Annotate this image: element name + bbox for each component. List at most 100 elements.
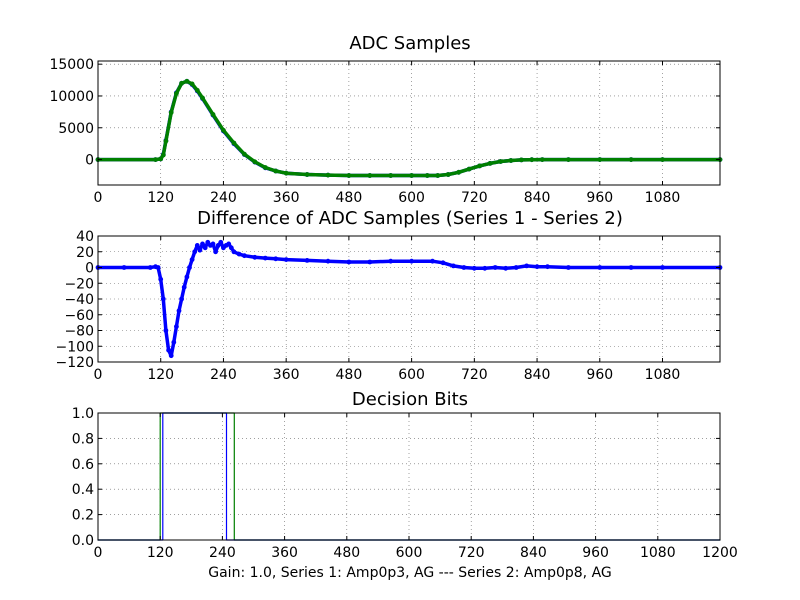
difference-ytick-label: −60 [64,308,94,324]
difference-ticks: 0 120 240 360 480 600 720 840 960 108040200−20−40… [56,229,720,383]
difference-series-1-point [242,253,247,259]
adc-samples-grid [97,61,720,185]
difference-series-1-point [176,308,182,314]
adc-samples-series-2-point [508,158,514,163]
adc-samples-xtick-label: 1080 [645,190,681,206]
difference-ytick-label: −120 [56,355,94,371]
adc-samples-series-2-point [660,157,665,163]
adc-samples-series-group [95,78,723,178]
difference-xtick-label: 1080 [645,367,681,383]
decision-bits-series-2-line [97,412,721,541]
difference-series-1-point [197,247,203,253]
difference-series-1-point [346,259,352,265]
adc-samples-series-2-point [184,78,190,84]
difference-series-1-point [231,249,237,255]
difference-series-1-point [228,245,234,251]
difference-series-1-point [660,265,665,270]
difference-series-1-point [461,265,467,270]
adc-samples-series-2-point [325,172,331,178]
difference-series-1-point [388,258,394,264]
adc-samples-series-2-point [163,138,169,144]
difference-series-1-point [545,264,550,270]
adc-samples-series-2-point [168,110,174,115]
adc-samples-series-2-point [529,157,535,163]
difference-xtick-label: 120 [147,367,174,383]
decision-bits-series-group [97,412,721,541]
adc-samples-series-2-point [498,159,503,164]
difference-series-1-point [202,245,208,251]
difference-series-1-point [181,284,187,290]
adc-samples-series-2-point [304,172,310,177]
adc-samples-series-2-point [210,112,216,117]
difference-xtick-label: 840 [524,367,551,383]
adc-samples-xtick-label: 840 [524,190,551,206]
difference-series-1-point [471,265,477,271]
decision-bits-ytick-label: 1.0 [72,406,94,422]
difference-series-1-point [304,258,310,263]
difference-series-1-point [168,353,174,359]
adc-samples-series-2-point [566,157,571,163]
adc-samples-xtick-label: 960 [586,190,613,206]
decision-bits-xtick-label: 1200 [702,545,738,561]
decision-bits-grid [97,412,721,541]
figure-xlabel: Gain: 1.0, Series 1: Amp0p3, AG --- Seri… [208,565,612,581]
difference-series-1-point [628,265,634,270]
adc-samples-xtick-label: 0 [94,190,103,206]
decision-bits-ytick-label: 0.2 [72,508,94,524]
adc-samples-series-2-point [160,152,166,158]
adc-samples-series-2-point [388,173,394,178]
difference-series-1-point [187,265,192,270]
difference-ytick-label: −80 [64,324,94,340]
difference-series-1-point [367,259,373,265]
decision-bits-xtick-label: 120 [147,545,174,561]
difference-ytick-label: −40 [64,292,94,308]
adc-samples-series-2-point [221,127,226,133]
adc-samples-series-2-point [409,173,414,178]
difference-ytick-label: −20 [64,276,94,292]
difference-xtick-label: 240 [210,367,237,383]
decision-bits-xtick-label: 720 [458,545,485,561]
adc-samples-series-2-point [231,140,237,146]
difference-series-1-point [226,241,232,247]
adc-samples-xtick-label: 240 [210,190,237,206]
decision-bits-xtick-label: 360 [271,545,298,561]
adc-samples-series-2-point [597,157,603,163]
adc-samples-ytick-label: 5000 [58,121,94,137]
difference-series-1-point [160,296,166,302]
decision-bits-xtick-label: 960 [582,545,609,561]
adc-samples-series-2-point [189,81,195,87]
adc-samples-series-2-point [158,156,164,162]
difference-series-1-point [200,241,205,247]
adc-samples-series-2-point [179,80,185,86]
adc-samples-series-2-point [519,157,524,163]
difference-series-1-point [179,296,185,302]
difference-series-1-point [213,249,219,255]
decision-bits-xtick-label: 480 [333,545,360,561]
adc-samples-title: ADC Samples [349,33,470,54]
adc-samples-series-2-point [435,173,441,178]
difference-ytick-label: −100 [56,339,94,355]
adc-samples-series-2-line [96,79,722,178]
adc-samples-series-2-point [174,91,179,96]
difference-series-1-point [194,243,200,248]
difference-series-1-point [192,249,198,255]
decision-bits-ticks: 0 120 240 360 480 600 720 840 960 1080 1200 1.0 0.8 0… [72,406,738,561]
difference-panel: Difference of ADC Samples (Series 1 - Se… [56,208,723,383]
adc-samples-panel: ADC Samples 0 120 240 360 480 600 720 840 960 108… [49,33,723,206]
difference-xtick-label: 480 [336,367,363,383]
decision-bits-ytick-label: 0.8 [72,431,94,447]
adc-samples-series-2-point [252,159,258,165]
difference-series-1-point [409,258,414,264]
difference-series-1-point [451,263,456,269]
adc-samples-series-2-point [194,87,200,93]
difference-series-1-point [597,265,603,270]
difference-series-1-point [283,257,289,262]
adc-samples-series-2-point [424,173,430,178]
difference-series-1-point [236,251,242,257]
difference-ytick-label: 20 [76,245,94,261]
difference-series-1-point [524,263,529,269]
difference-series-1-point [534,264,540,270]
adc-samples-ytick-label: 0 [85,153,94,169]
adc-samples-series-2-point [628,157,634,163]
